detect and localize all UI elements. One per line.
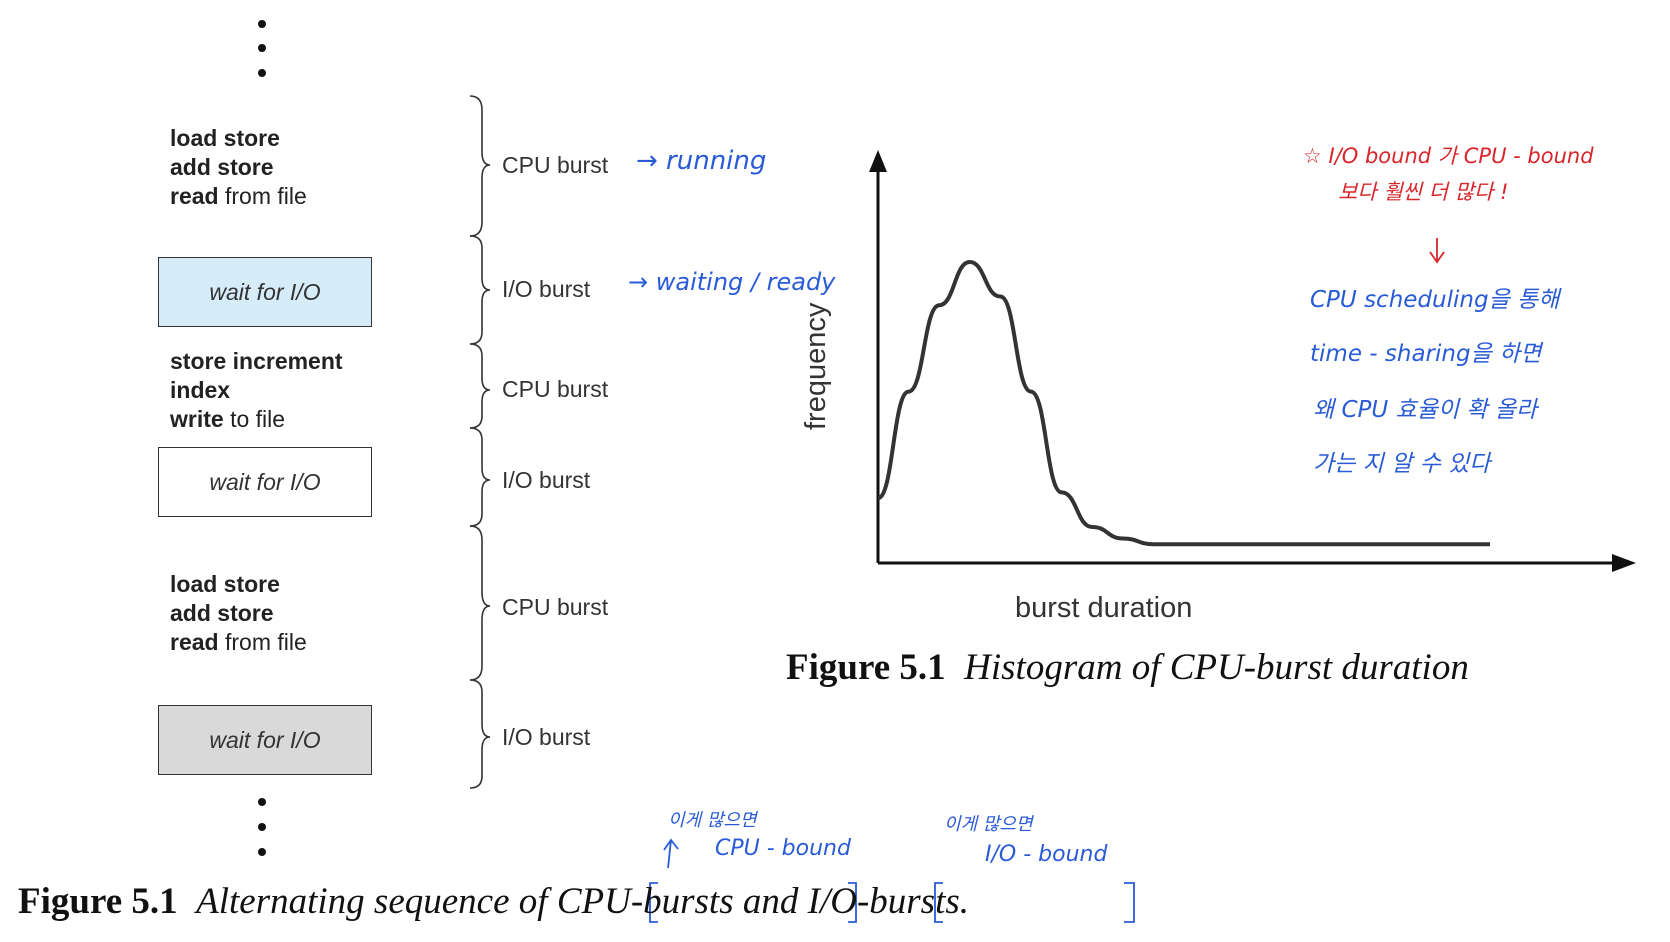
note-waiting-ready: → waiting / ready [628, 268, 836, 296]
up-arrow-cpu [663, 838, 679, 869]
code-line: load store [170, 125, 280, 151]
note-io-many: 이게 많으면 [944, 814, 1033, 835]
code-line: index [170, 377, 231, 403]
note-red-line-2: 보다 훨씬 더 많다 ! [1338, 180, 1509, 204]
note-io-bound: I/O - bound [985, 842, 1108, 867]
wait-io-box-1: wait for I/O [158, 257, 372, 327]
brace-cpu-3 [469, 525, 491, 681]
down-arrow-red [1429, 238, 1445, 264]
code-line: add store [170, 600, 274, 626]
caption-figure-number: Figure 5.1 [786, 647, 946, 688]
brace-cpu-2 [469, 343, 491, 429]
burst-label-io-1: I/O burst [502, 276, 591, 302]
brace-io-2 [469, 427, 491, 527]
note-blue-line-4: 가는 지 알 수 있다 [1313, 451, 1491, 477]
ellipsis-dot-top-2 [258, 44, 266, 52]
code-rest: from file [218, 629, 307, 655]
code-rest: from file [218, 183, 307, 209]
ellipsis-dot-bottom-3 [258, 848, 266, 856]
wait-io-box-3: wait for I/O [158, 705, 372, 775]
caption-io-bursts: I/O-bursts. [807, 881, 969, 922]
code-keyword: read [170, 629, 219, 655]
burst-label-io-2: I/O burst [502, 467, 591, 493]
bracket-cpu-open [649, 882, 658, 923]
note-running: → running [636, 146, 767, 176]
code-line: add store [170, 154, 274, 180]
caption-text: Alternating sequence of [196, 881, 557, 922]
bracket-cpu-close [848, 882, 857, 923]
burst-label-cpu-3: CPU burst [502, 594, 609, 620]
caption-brackets [649, 238, 1445, 923]
wait-io-label: wait for I/O [209, 278, 321, 305]
x-axis-arrow [1612, 554, 1636, 572]
code-line: store increment [170, 348, 343, 374]
caption-text: Histogram of CPU-burst duration [964, 647, 1469, 688]
caption-cpu-bursts: CPU-bursts [556, 881, 734, 922]
code-keyword: read [170, 183, 219, 209]
note-blue-line-3: 왜 CPU 효율이 확 올라 [1313, 397, 1538, 423]
code-keyword: write [170, 406, 224, 432]
note-blue-line-2: time - sharing을 하면 [1310, 341, 1542, 367]
brace-io-3 [469, 679, 491, 789]
x-axis-label: burst duration [1015, 592, 1193, 624]
brace-group [469, 95, 491, 789]
burst-label-cpu-1: CPU burst [502, 152, 609, 178]
wait-io-label: wait for I/O [209, 726, 321, 753]
brace-io-1 [469, 235, 491, 345]
y-axis-label: frequency [800, 302, 832, 430]
code-block-2: store increment index write to file [170, 347, 343, 434]
note-red-line-1: ☆ I/O bound 가 CPU - bound [1303, 144, 1594, 168]
code-line: load store [170, 571, 280, 597]
burst-label-io-3: I/O burst [502, 724, 591, 750]
code-block-3: load store add store read from file [170, 570, 307, 657]
burst-label-cpu-2: CPU burst [502, 376, 609, 402]
caption-figure-number: Figure 5.1 [18, 881, 178, 922]
bracket-io-open [934, 882, 943, 923]
ellipsis-dot-bottom-1 [258, 798, 266, 806]
code-rest: to file [223, 406, 286, 432]
note-blue-line-1: CPU scheduling을 통해 [1310, 287, 1560, 313]
ellipsis-dot-top-3 [258, 69, 266, 77]
caption-sequence: Figure 5.1 Alternating sequence of CPU-b… [18, 880, 969, 923]
wait-io-label: wait for I/O [209, 468, 321, 495]
note-cpu-bound: CPU - bound [715, 836, 851, 861]
ellipsis-dot-bottom-2 [258, 823, 266, 831]
caption-text: and [733, 881, 808, 922]
bracket-io-close [1124, 882, 1135, 923]
caption-histogram: Figure 5.1 Histogram of CPU-burst durati… [786, 646, 1469, 689]
ellipsis-dot-top-1 [258, 20, 266, 28]
y-axis-arrow [869, 150, 887, 172]
note-cpu-many: 이게 많으면 [668, 810, 757, 831]
frequency-curve [877, 259, 1490, 547]
wait-io-box-2: wait for I/O [158, 447, 372, 517]
code-block-1: load store add store read from file [170, 124, 307, 211]
brace-cpu-1 [469, 95, 491, 237]
